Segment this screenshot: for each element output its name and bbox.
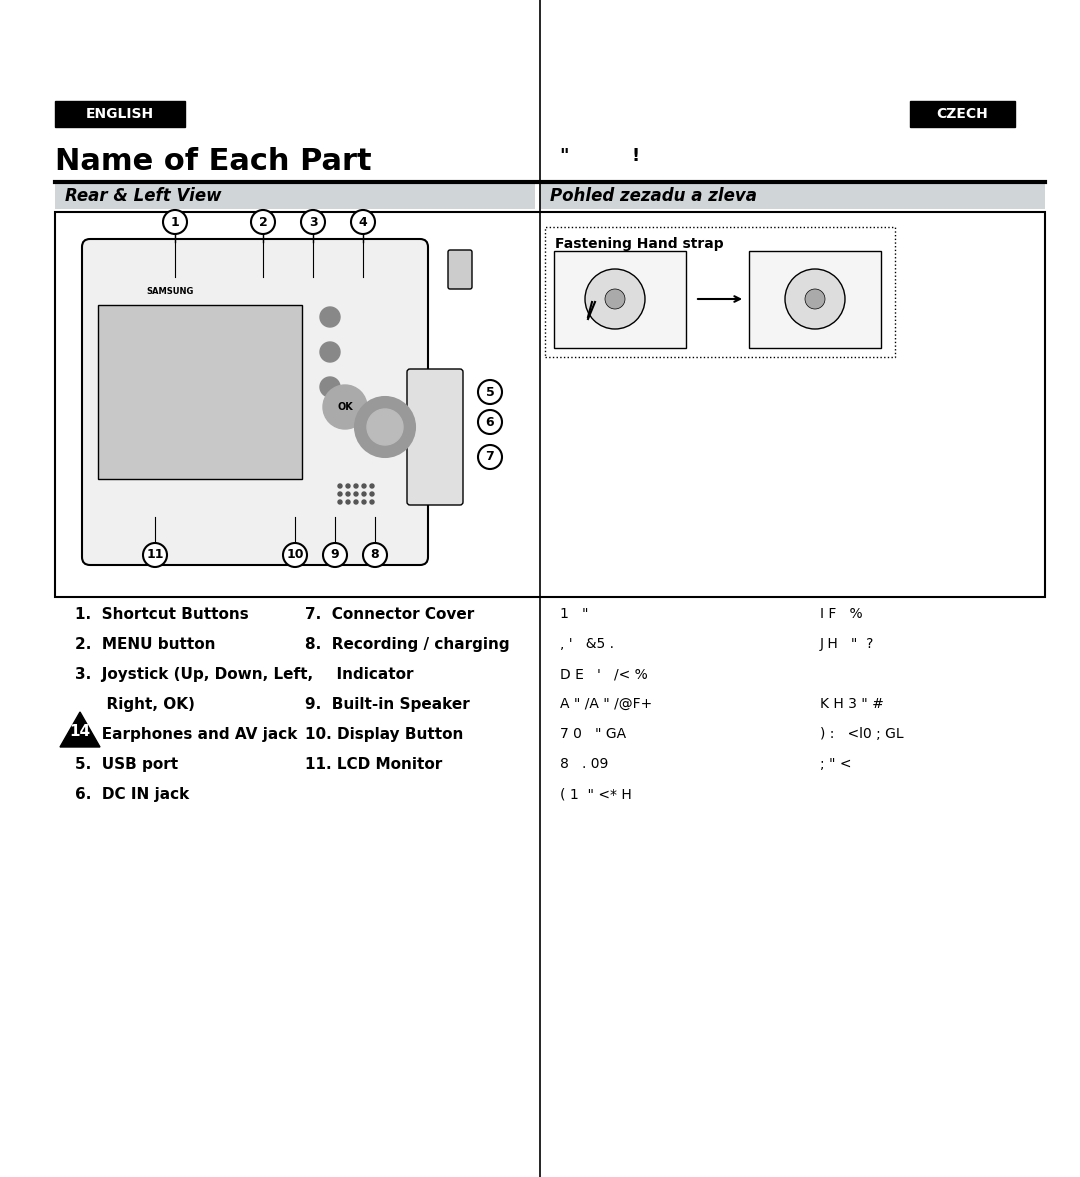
Text: 5.  USB port: 5. USB port [75, 757, 178, 772]
Text: 5: 5 [486, 386, 495, 399]
FancyBboxPatch shape [554, 251, 686, 348]
Circle shape [143, 543, 167, 567]
Circle shape [283, 543, 307, 567]
Text: ; " <: ; " < [820, 757, 851, 771]
Text: 8: 8 [370, 548, 379, 561]
FancyBboxPatch shape [55, 212, 1045, 597]
Circle shape [163, 210, 187, 234]
Circle shape [478, 445, 502, 468]
Text: 2.  MENU button: 2. MENU button [75, 637, 216, 652]
Text: 6: 6 [486, 415, 495, 428]
Circle shape [351, 210, 375, 234]
Circle shape [346, 500, 350, 504]
Text: 3: 3 [309, 215, 318, 228]
Text: 1: 1 [171, 215, 179, 228]
Text: J H   "  ?: J H " ? [820, 637, 875, 651]
Circle shape [354, 484, 357, 488]
FancyBboxPatch shape [55, 182, 535, 210]
Circle shape [251, 210, 275, 234]
Text: 11: 11 [146, 548, 164, 561]
Text: 10. Display Button: 10. Display Button [305, 727, 463, 742]
Circle shape [320, 343, 340, 363]
Text: 11. LCD Monitor: 11. LCD Monitor [305, 757, 442, 772]
Circle shape [370, 484, 374, 488]
Circle shape [346, 492, 350, 496]
Circle shape [605, 290, 625, 310]
Circle shape [354, 500, 357, 504]
Text: 8.  Recording / charging: 8. Recording / charging [305, 637, 510, 652]
Circle shape [785, 270, 845, 330]
Text: Indicator: Indicator [305, 667, 414, 681]
FancyBboxPatch shape [98, 305, 302, 479]
FancyBboxPatch shape [545, 227, 895, 357]
FancyBboxPatch shape [82, 239, 428, 565]
Circle shape [367, 408, 403, 445]
Text: "          !: " ! [561, 147, 640, 165]
Circle shape [370, 500, 374, 504]
Circle shape [320, 307, 340, 327]
Text: Pohled zezadu a zleva: Pohled zezadu a zleva [550, 187, 757, 205]
FancyBboxPatch shape [540, 182, 1045, 210]
Circle shape [338, 484, 342, 488]
Circle shape [301, 210, 325, 234]
FancyBboxPatch shape [407, 370, 463, 505]
Circle shape [362, 484, 366, 488]
Text: 14: 14 [69, 725, 91, 739]
Circle shape [323, 543, 347, 567]
Circle shape [370, 492, 374, 496]
Text: ) :   <l0 ; GL: ) : <l0 ; GL [820, 727, 904, 742]
Circle shape [478, 380, 502, 404]
Text: 7.  Connector Cover: 7. Connector Cover [305, 607, 474, 621]
Text: 2: 2 [258, 215, 268, 228]
Circle shape [363, 543, 387, 567]
Text: ( 1  " <* H: ( 1 " <* H [561, 787, 632, 802]
Text: Name of Each Part: Name of Each Part [55, 147, 372, 177]
Circle shape [320, 377, 340, 397]
Circle shape [805, 290, 825, 310]
Polygon shape [60, 712, 100, 747]
FancyBboxPatch shape [750, 251, 881, 348]
FancyBboxPatch shape [910, 101, 1015, 127]
Text: Fastening Hand strap: Fastening Hand strap [555, 237, 724, 251]
Text: SAMSUNG: SAMSUNG [146, 287, 193, 297]
Text: 1   ": 1 " [561, 607, 589, 621]
Text: 7 0   " GA: 7 0 " GA [561, 727, 626, 742]
Text: 8   . 09: 8 . 09 [561, 757, 608, 771]
Text: 4: 4 [359, 215, 367, 228]
FancyBboxPatch shape [55, 101, 185, 127]
Text: A " /A " /@F+: A " /A " /@F+ [561, 697, 652, 711]
Text: 4.  Earphones and AV jack: 4. Earphones and AV jack [75, 727, 297, 742]
Text: 3.  Joystick (Up, Down, Left,: 3. Joystick (Up, Down, Left, [75, 667, 313, 681]
Circle shape [585, 270, 645, 330]
Text: Right, OK): Right, OK) [75, 697, 194, 712]
Circle shape [338, 492, 342, 496]
Text: 9: 9 [330, 548, 339, 561]
Text: 10: 10 [286, 548, 303, 561]
Circle shape [338, 500, 342, 504]
Circle shape [346, 484, 350, 488]
Text: 6.  DC IN jack: 6. DC IN jack [75, 787, 189, 802]
Circle shape [323, 385, 367, 428]
Circle shape [478, 410, 502, 434]
FancyBboxPatch shape [448, 250, 472, 290]
Text: K H 3 " #: K H 3 " # [820, 697, 883, 711]
Circle shape [355, 397, 415, 457]
Text: D E   '   /< %: D E ' /< % [561, 667, 648, 681]
Circle shape [354, 492, 357, 496]
Text: CZECH: CZECH [936, 107, 988, 121]
Text: 1.  Shortcut Buttons: 1. Shortcut Buttons [75, 607, 248, 621]
Text: 9.  Built-in Speaker: 9. Built-in Speaker [305, 697, 470, 712]
Text: I F   %: I F % [820, 607, 863, 621]
Text: ENGLISH: ENGLISH [86, 107, 154, 121]
Text: 7: 7 [486, 451, 495, 464]
Text: , '   &5 .: , ' &5 . [561, 637, 615, 651]
Circle shape [362, 492, 366, 496]
Circle shape [362, 500, 366, 504]
Text: Rear & Left View: Rear & Left View [65, 187, 221, 205]
Text: OK: OK [337, 403, 353, 412]
